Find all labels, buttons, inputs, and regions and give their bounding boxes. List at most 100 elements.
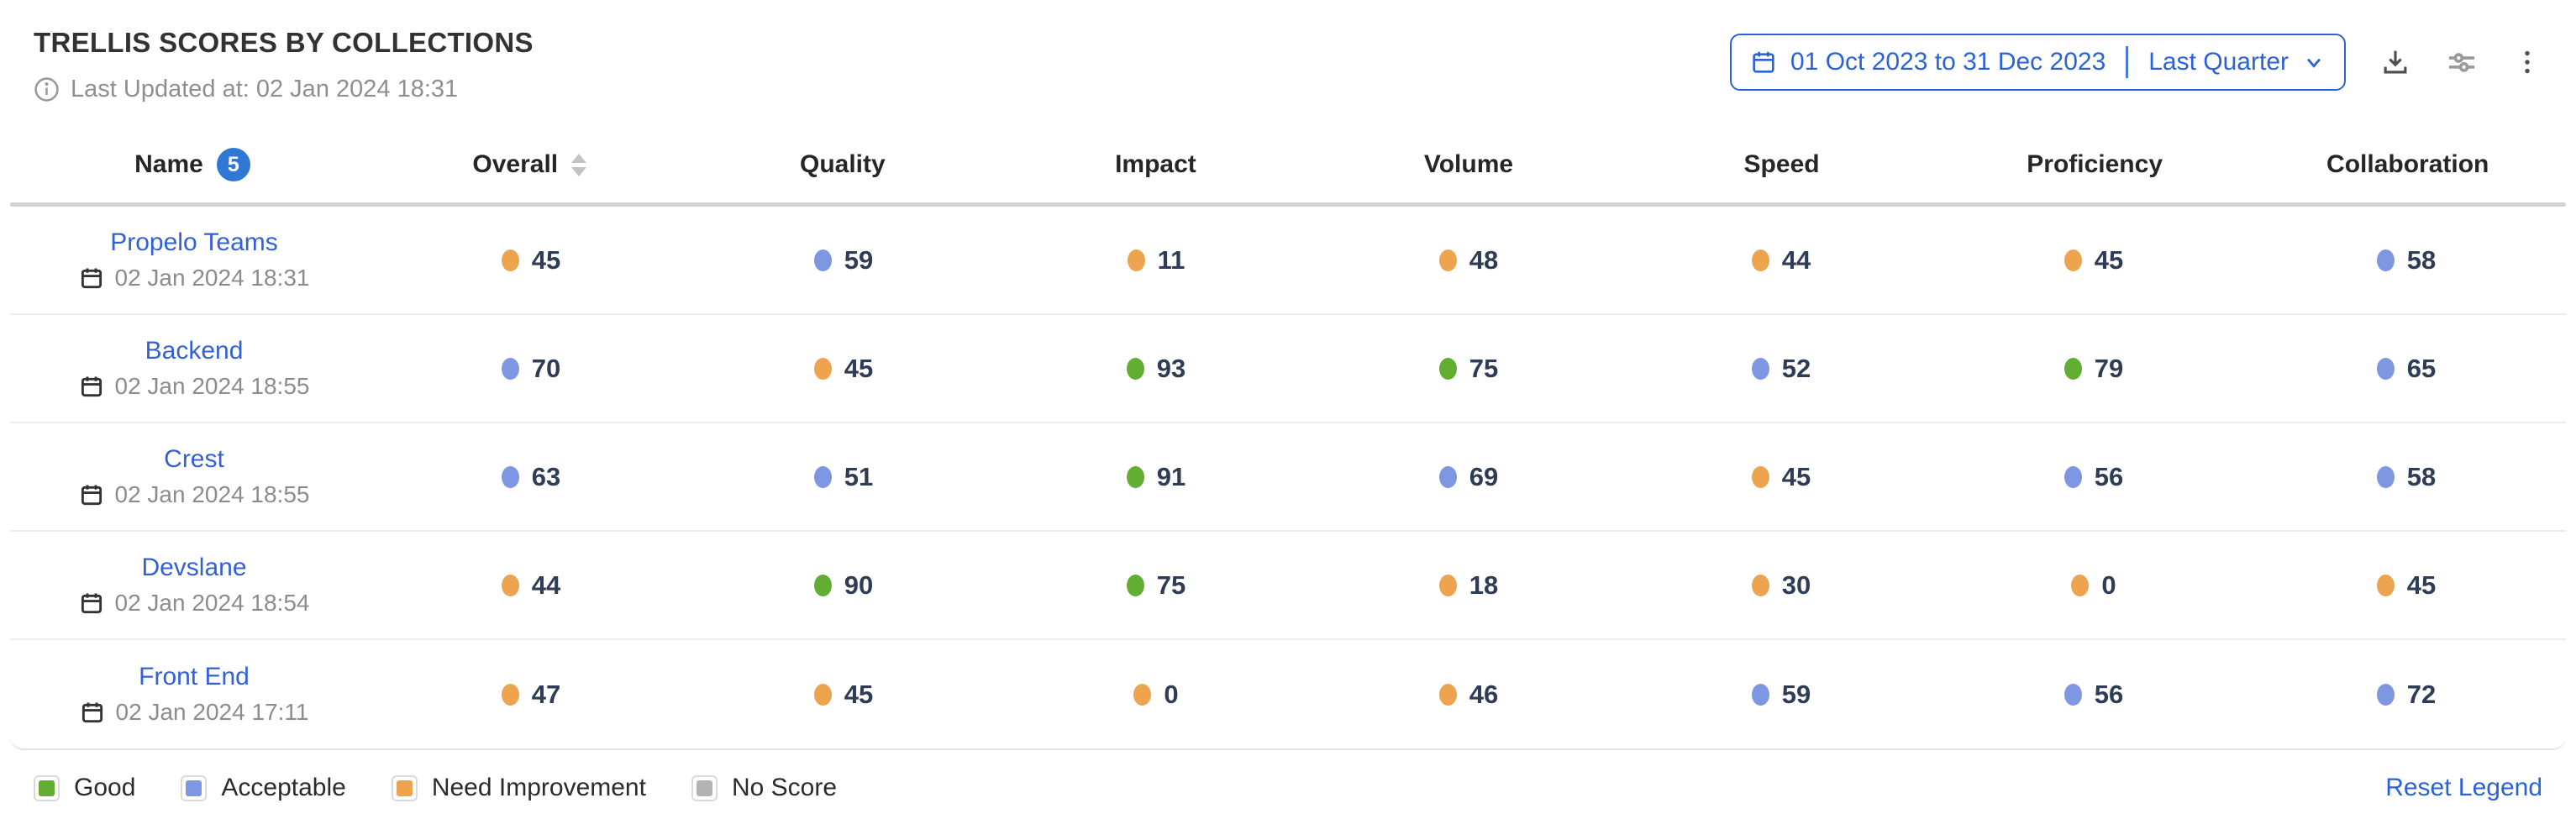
score-value: 18 (1469, 570, 1499, 600)
row-timestamp-line: 02 Jan 2024 18:31 (79, 265, 309, 291)
score-value: 69 (1469, 461, 1499, 491)
date-range-label: 01 Oct 2023 to 31 Dec 2023 (1790, 48, 2106, 76)
column-label: Name (134, 150, 203, 178)
score-cell: 45 (1937, 245, 2250, 276)
score-value: 52 (1781, 353, 1811, 383)
score-cell: 11 (1000, 245, 1312, 276)
calendar-icon (80, 700, 105, 725)
score-dot (1126, 574, 1144, 596)
legend-label: Good (74, 774, 136, 801)
score-cell: 0 (1937, 570, 2250, 601)
legend-item[interactable]: Need Improvement (391, 774, 646, 802)
column-label: Speed (1743, 150, 1820, 178)
score-dot (1438, 465, 1457, 488)
collection-link[interactable]: Propelo Teams (110, 228, 278, 256)
score-dot (1438, 357, 1457, 380)
row-timestamp: 02 Jan 2024 18:54 (114, 590, 310, 616)
score-value: 63 (531, 461, 561, 491)
score-dot (501, 465, 519, 488)
score-dot (501, 683, 519, 706)
column-label: Quality (800, 150, 886, 178)
score-cell: 75 (1312, 354, 1625, 384)
score-value: 58 (2406, 461, 2437, 491)
collection-link[interactable]: Devslane (141, 554, 247, 581)
column-header-quality: Quality (686, 150, 1000, 179)
calendar-icon (1750, 49, 1777, 76)
legend-color-swatch (696, 780, 712, 796)
legend-item[interactable]: No Score (691, 774, 837, 802)
score-cell: 75 (1000, 570, 1312, 601)
score-value: 0 (2101, 570, 2116, 600)
score-value: 58 (2406, 244, 2437, 275)
row-timestamp-line: 02 Jan 2024 18:54 (79, 590, 310, 617)
row-timestamp-line: 02 Jan 2024 18:55 (79, 373, 309, 400)
info-icon[interactable] (34, 76, 60, 102)
legend-color-swatch (186, 780, 202, 796)
legend-checkbox (181, 774, 208, 801)
chevron-down-icon (2302, 50, 2326, 74)
score-cell: 45 (1625, 462, 1937, 492)
table-body: Propelo Teams 02 Jan 2024 18:31 45 59 11… (10, 207, 2566, 750)
score-dot (2063, 249, 2082, 271)
row-count-badge: 5 (216, 148, 250, 181)
collection-link[interactable]: Crest (164, 445, 224, 473)
legend-checkbox (34, 774, 60, 801)
legend-bar: Good Acceptable Need Improvement No Scor… (0, 750, 2576, 802)
score-value: 11 (1157, 244, 1185, 275)
score-dot (2376, 465, 2395, 488)
score-value: 44 (1781, 244, 1811, 275)
kebab-menu-icon (2512, 47, 2542, 77)
score-cell: 45 (687, 354, 1000, 384)
table-row: Propelo Teams 02 Jan 2024 18:31 45 59 11… (10, 207, 2566, 315)
score-cell: 46 (1312, 680, 1625, 710)
score-dot (2063, 683, 2082, 706)
score-value: 45 (844, 679, 874, 709)
table-header-row: Name 5 Overall Quality Impact Volume Spe… (0, 127, 2576, 202)
legend-items: Good Acceptable Need Improvement No Scor… (34, 774, 837, 802)
trellis-scores-table: Name 5 Overall Quality Impact Volume Spe… (0, 127, 2576, 750)
name-cell: Crest 02 Jan 2024 18:55 (13, 445, 375, 508)
more-menu-button[interactable] (2512, 47, 2542, 77)
score-dot (2071, 574, 2090, 596)
column-header-volume: Volume (1312, 150, 1626, 179)
legend-item[interactable]: Good (34, 774, 135, 802)
score-cell: 69 (1312, 462, 1625, 492)
score-cell: 48 (1312, 245, 1625, 276)
legend-checkbox (691, 774, 718, 801)
score-value: 45 (844, 353, 874, 383)
score-value: 70 (531, 353, 561, 383)
column-header-speed: Speed (1625, 150, 1938, 179)
column-label: Volume (1423, 150, 1514, 178)
score-cell: 30 (1625, 570, 1937, 601)
collection-link[interactable]: Front End (139, 663, 250, 690)
score-dot (2376, 683, 2395, 706)
divider (2126, 46, 2129, 78)
row-timestamp-line: 02 Jan 2024 18:55 (79, 481, 309, 508)
reset-legend-link[interactable]: Reset Legend (2385, 774, 2542, 801)
date-preset-label: Last Quarter (2148, 48, 2289, 76)
score-value: 93 (1156, 353, 1186, 383)
sort-carets-icon (571, 153, 587, 176)
score-dot (813, 249, 832, 271)
date-range-button[interactable]: 01 Oct 2023 to 31 Dec 2023 Last Quarter (1729, 34, 2346, 91)
row-timestamp: 02 Jan 2024 17:11 (115, 699, 309, 725)
name-cell: Propelo Teams 02 Jan 2024 18:31 (13, 228, 375, 291)
score-cell: 91 (1000, 462, 1312, 492)
score-dot (1438, 249, 1457, 271)
score-value: 79 (2094, 353, 2124, 383)
score-cell: 56 (1937, 462, 2250, 492)
widget-settings-button[interactable] (2445, 45, 2479, 79)
legend-item[interactable]: Acceptable (181, 774, 346, 802)
score-cell: 45 (375, 245, 687, 276)
score-cell: 65 (2250, 354, 2563, 384)
column-header-overall[interactable]: Overall (373, 150, 686, 179)
legend-color-swatch (396, 780, 413, 796)
score-cell: 44 (375, 570, 687, 601)
score-value: 56 (2094, 679, 2124, 709)
collection-link[interactable]: Backend (145, 337, 244, 365)
score-value: 44 (531, 570, 561, 600)
score-cell: 79 (1937, 354, 2250, 384)
score-cell: 0 (1000, 680, 1312, 710)
download-button[interactable] (2379, 46, 2411, 78)
row-timestamp-line: 02 Jan 2024 17:11 (80, 699, 309, 726)
